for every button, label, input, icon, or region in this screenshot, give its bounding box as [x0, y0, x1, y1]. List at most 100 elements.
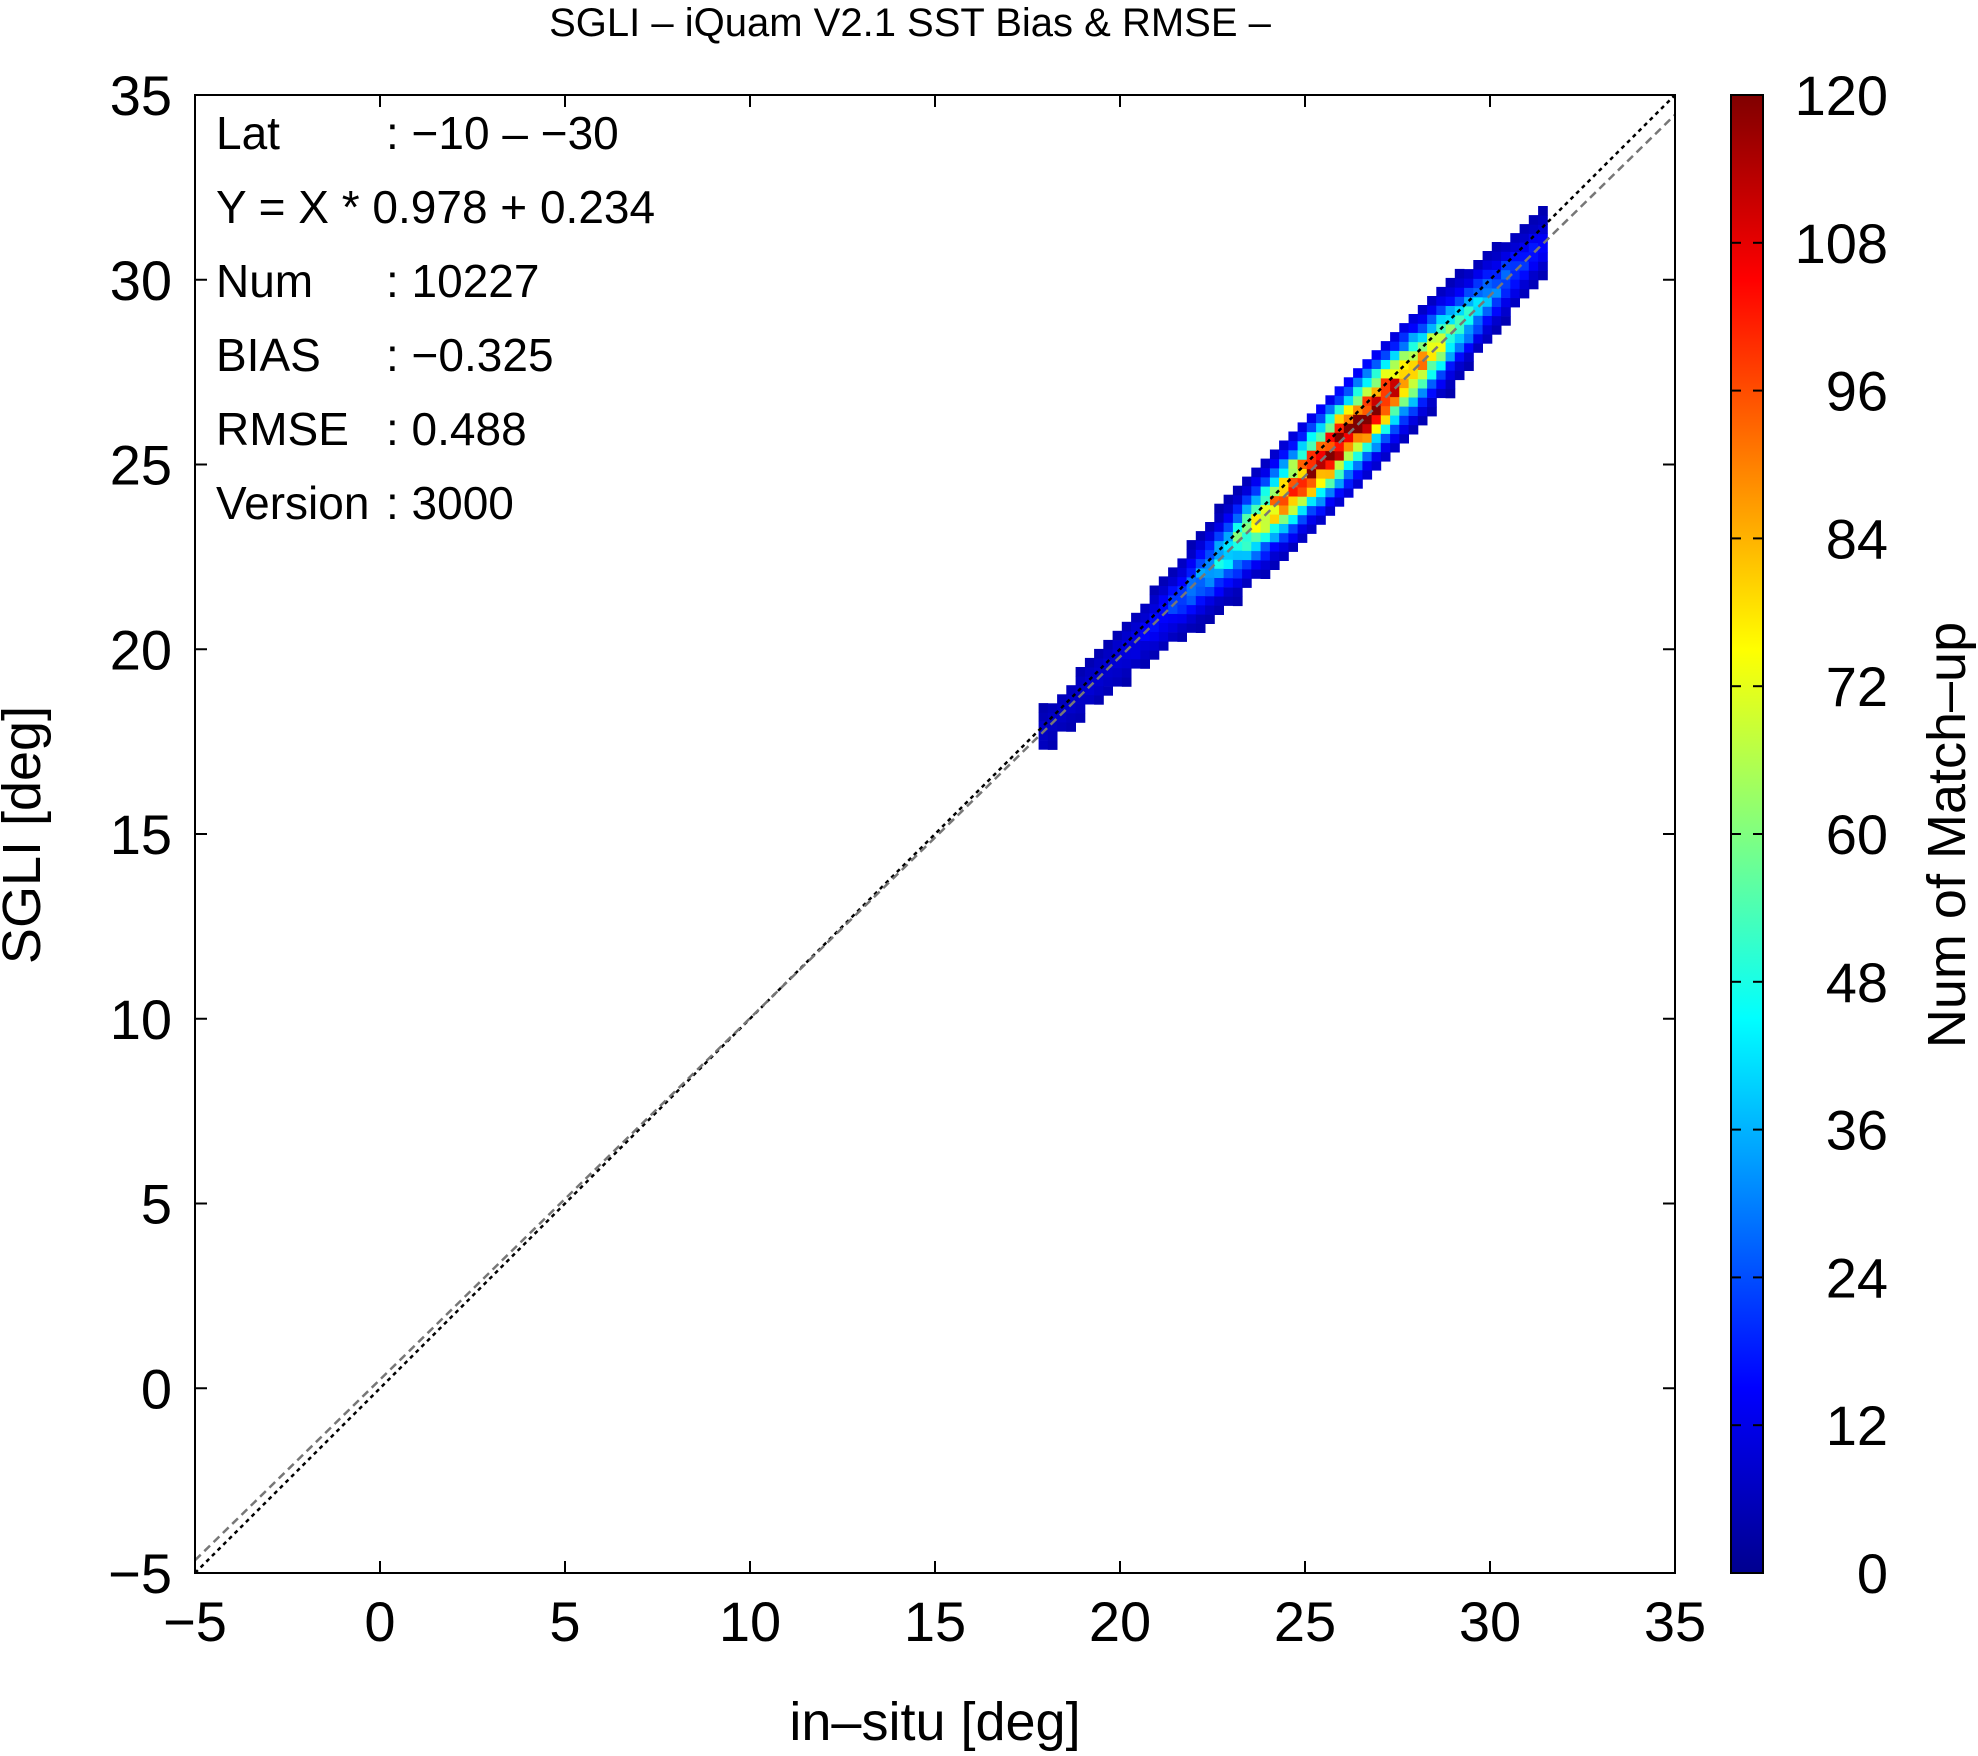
density-cell	[1427, 360, 1437, 371]
density-cell	[1371, 396, 1382, 406]
density-cell	[1149, 650, 1160, 660]
density-cell	[1223, 494, 1234, 505]
density-cell	[1140, 649, 1150, 660]
density-cell	[1112, 667, 1123, 678]
density-cell	[1066, 703, 1076, 714]
density-cell	[1334, 460, 1345, 470]
density-cell	[1214, 513, 1224, 523]
density-cell	[1445, 351, 1456, 362]
density-cell	[1390, 415, 1400, 425]
density-cell	[1103, 649, 1113, 659]
density-cell	[1242, 513, 1252, 524]
density-cell	[1279, 551, 1289, 561]
density-cell	[1269, 532, 1280, 543]
density-cell	[1519, 279, 1530, 290]
density-cell	[1473, 278, 1483, 289]
density-cell	[1232, 531, 1243, 542]
density-cell	[1288, 440, 1298, 451]
density-cell	[1501, 269, 1511, 280]
density-cell	[1269, 449, 1280, 460]
density-cell	[1232, 596, 1243, 607]
density-cell	[1047, 731, 1058, 741]
density-cell	[1186, 549, 1197, 559]
density-cell	[1482, 306, 1493, 316]
density-cell	[1131, 631, 1141, 641]
density-cell	[1131, 640, 1141, 651]
density-cell	[1427, 296, 1437, 306]
density-cell	[1325, 506, 1336, 516]
stats-box: Lat: −10 – −30 Y = X * 0.978 + 0.234 Num: …	[216, 107, 655, 529]
density-cell	[1177, 576, 1187, 587]
density-cell	[1501, 242, 1511, 252]
density-cell	[1380, 341, 1391, 351]
density-cell	[1121, 649, 1132, 660]
one-to-one-line	[195, 95, 1675, 1573]
y-tick-label: 20	[110, 618, 172, 681]
density-cell	[1279, 542, 1289, 552]
density-cell	[1390, 424, 1400, 435]
density-cell	[1112, 658, 1123, 669]
density-cell	[1075, 703, 1086, 714]
density-cell	[1445, 287, 1456, 297]
density-cell	[1380, 442, 1391, 453]
density-cell	[1491, 315, 1502, 326]
density-cell	[1362, 433, 1373, 443]
density-cell	[1380, 405, 1391, 416]
density-cell	[1353, 405, 1363, 415]
density-cell	[1177, 558, 1187, 568]
density-cell	[1131, 622, 1141, 632]
density-cell	[1417, 406, 1428, 417]
density-cell	[1399, 387, 1409, 398]
density-cell	[1269, 551, 1280, 561]
density-cell	[1436, 305, 1446, 315]
density-cell	[1260, 514, 1271, 524]
y-axis-label: SGLI [deg]	[0, 706, 52, 964]
density-cell	[1501, 279, 1511, 289]
density-cell	[1306, 422, 1317, 433]
density-cell	[1538, 215, 1548, 225]
density-cell	[1269, 541, 1280, 552]
density-cell	[1334, 441, 1345, 452]
density-cell	[1158, 585, 1169, 596]
density-cell	[1538, 243, 1548, 253]
density-cell	[1353, 469, 1363, 480]
density-cell	[1325, 404, 1336, 415]
density-cell	[1482, 287, 1493, 298]
density-cell	[1343, 386, 1354, 397]
density-cell	[1519, 242, 1530, 253]
density-cell	[1427, 379, 1437, 389]
density-cell	[1408, 360, 1419, 370]
y-tick-label: 25	[110, 434, 172, 497]
density-cell	[1445, 361, 1456, 371]
density-cell	[1195, 623, 1206, 633]
density-cell	[1454, 370, 1465, 381]
density-cell	[1084, 694, 1095, 705]
density-cell	[1334, 432, 1345, 443]
density-cell	[1251, 467, 1261, 478]
density-cell	[1362, 451, 1373, 462]
density-cell	[1094, 648, 1104, 659]
density-cell	[1353, 377, 1363, 388]
density-cell	[1158, 604, 1169, 614]
density-cell	[1232, 494, 1243, 505]
density-cell	[1066, 685, 1076, 695]
density-cell	[1306, 431, 1317, 442]
density-cell	[1214, 503, 1224, 514]
density-cell	[1380, 350, 1391, 360]
stats-label: RMSE	[216, 403, 349, 455]
density-cell	[1399, 332, 1409, 342]
density-cell	[1279, 468, 1289, 478]
density-cell	[1501, 316, 1511, 326]
density-cell	[1084, 657, 1095, 668]
density-cell	[1066, 694, 1076, 705]
density-cell	[1288, 514, 1298, 525]
density-cell	[1251, 523, 1261, 533]
density-cell	[1121, 621, 1132, 632]
density-cell	[1436, 370, 1446, 380]
density-cell	[1232, 578, 1243, 588]
density-cell	[1353, 395, 1363, 406]
density-cell	[1260, 486, 1271, 496]
density-cell	[1306, 459, 1317, 470]
density-cell	[1408, 415, 1419, 426]
